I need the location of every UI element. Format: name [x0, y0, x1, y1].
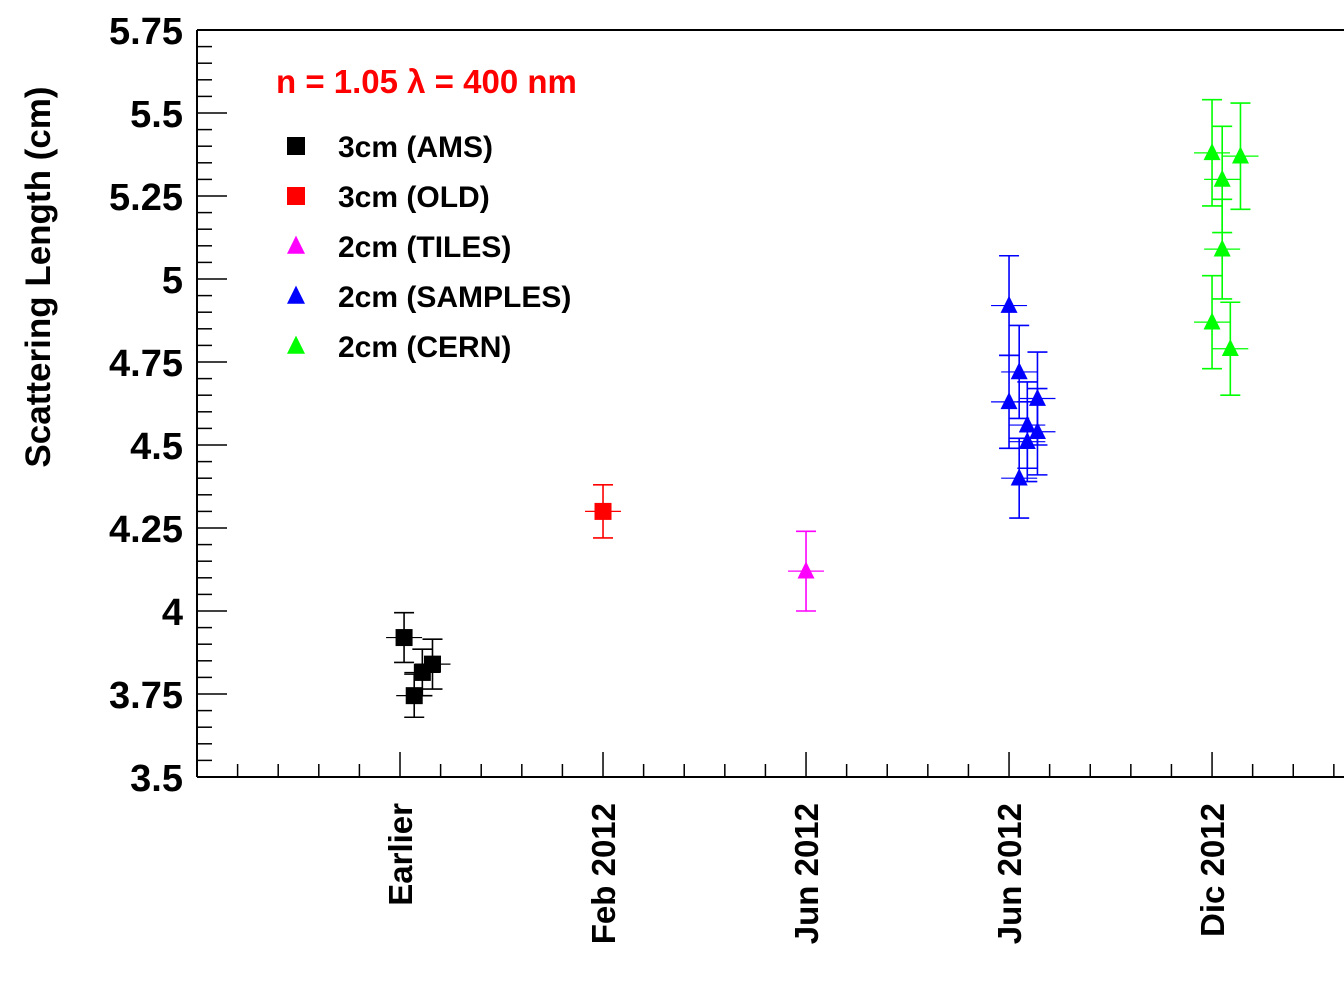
y-axis: 3.5 3.75 4 4.25 4.5 4.75 5 5.25 5.5 5.75 [109, 11, 227, 800]
y-tick-label: 4 [162, 592, 183, 634]
data-point [797, 561, 815, 579]
legend-label: 2cm (TILES) [338, 231, 511, 264]
data-point [395, 629, 413, 647]
y-tick-label: 3.75 [109, 675, 183, 717]
y-tick-label: 5.75 [109, 11, 183, 53]
legend-label: 3cm (AMS) [338, 131, 493, 164]
y-tick-label: 5.25 [109, 177, 183, 219]
y-tick-label: 5 [162, 260, 183, 302]
annotation-label: n = 1.05 λ = 400 nm [276, 63, 577, 100]
legend-marker [287, 137, 305, 155]
data-point [1221, 338, 1239, 357]
y-tick-label: 4.75 [109, 343, 183, 385]
plot-frame [196, 29, 1344, 778]
legend-label: 3cm (OLD) [338, 181, 490, 214]
data-point [1203, 143, 1221, 161]
y-tick-label: 4.25 [109, 509, 183, 551]
legend-label: 2cm (CERN) [338, 331, 511, 364]
data-point [1000, 295, 1018, 313]
x-tick-label: Jun 2012 [991, 803, 1028, 944]
y-tick-label: 3.5 [130, 758, 183, 800]
data-point [1010, 468, 1028, 486]
data-point [1213, 239, 1231, 257]
data-point [594, 502, 612, 520]
legend-marker [287, 235, 305, 254]
data-point [1010, 362, 1028, 380]
x-tick-label: Jun 2012 [788, 803, 825, 944]
legend-marker [287, 187, 305, 205]
x-tick-label: Earlier [382, 803, 419, 906]
data-point [1028, 421, 1046, 440]
legend: 3cm (AMS) 3cm (OLD) 2cm (TILES) 2cm (SAMPLE… [287, 131, 571, 364]
y-tick-label: 5.5 [130, 94, 183, 136]
data-point [1203, 312, 1221, 330]
data-point [423, 655, 441, 673]
data-points [386, 98, 1259, 719]
y-axis-title: Scattering Length (cm) [19, 86, 58, 467]
x-tick-label: Feb 2012 [585, 803, 622, 944]
legend-label: 2cm (SAMPLES) [338, 281, 571, 314]
x-tick-label: Dic 2012 [1194, 803, 1231, 937]
x-axis: Earlier Feb 2012 Jun 2012 Jun 2012 Dic 2012 [196, 752, 1335, 944]
data-point [1231, 146, 1249, 164]
legend-marker [287, 335, 305, 354]
y-tick-label: 4.5 [130, 426, 183, 468]
data-point [1213, 169, 1231, 187]
data-point [1000, 392, 1018, 410]
legend-marker [287, 285, 305, 304]
